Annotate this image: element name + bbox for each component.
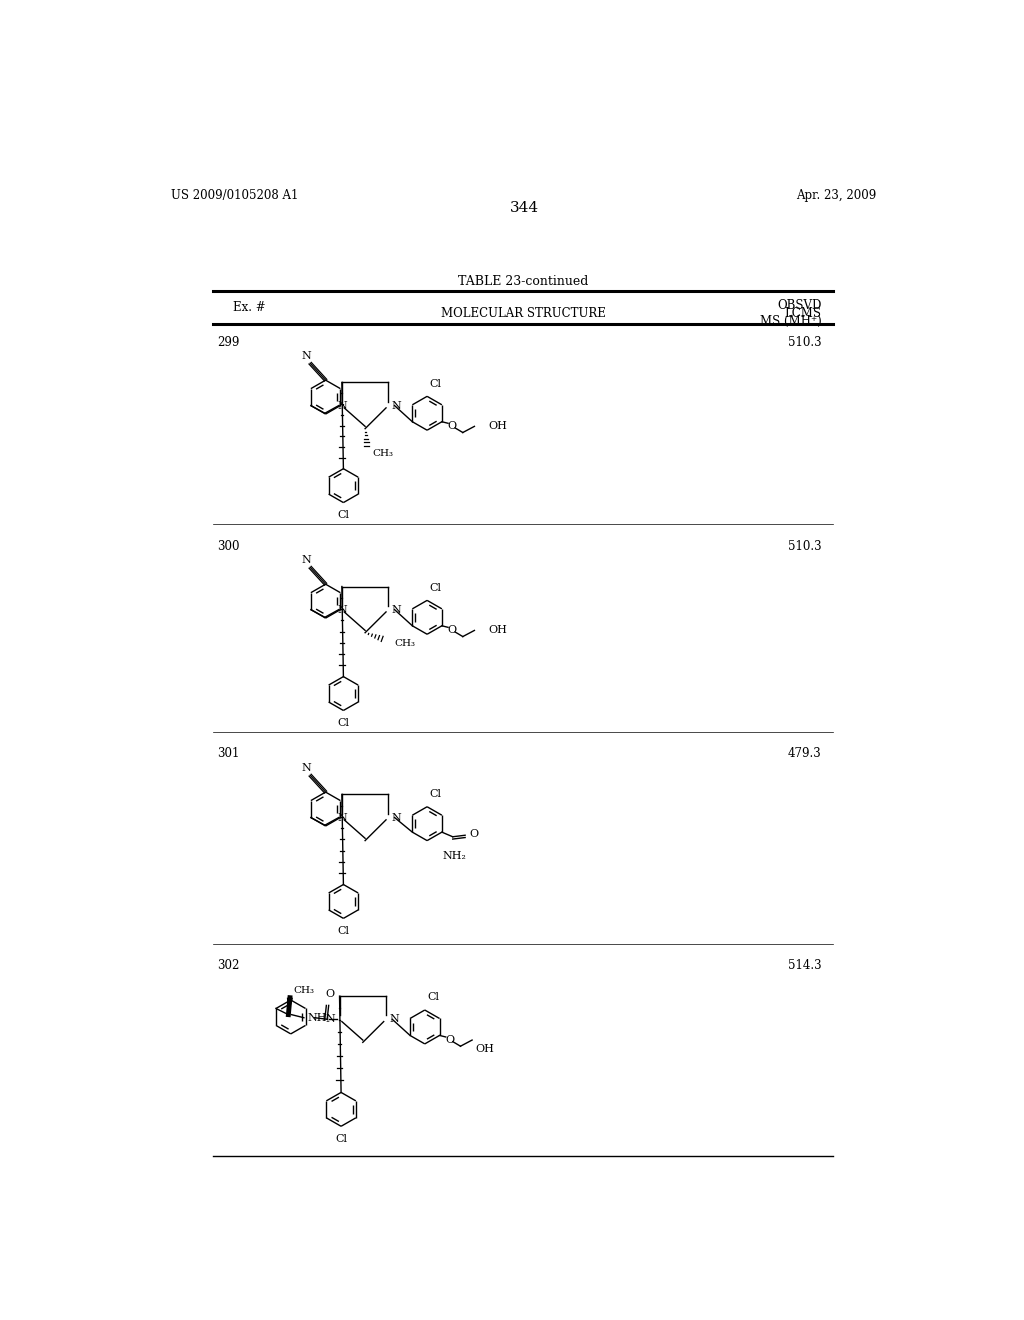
Text: Ex. #: Ex. #	[232, 301, 265, 314]
Text: N: N	[301, 351, 311, 362]
Text: CH₃: CH₃	[394, 639, 416, 648]
Text: 510.3: 510.3	[788, 540, 821, 553]
Text: 299: 299	[217, 335, 240, 348]
Text: Cl: Cl	[429, 379, 441, 388]
Text: Cl: Cl	[335, 1134, 347, 1144]
Text: Cl: Cl	[338, 927, 349, 936]
Text: N: N	[391, 605, 401, 615]
Text: Cl: Cl	[427, 993, 439, 1002]
Text: O: O	[447, 421, 457, 432]
Text: O: O	[447, 626, 457, 635]
Text: N: N	[391, 400, 401, 411]
Text: CH₃: CH₃	[293, 986, 314, 995]
Text: N: N	[391, 813, 401, 822]
Text: Cl: Cl	[338, 718, 349, 729]
Text: N: N	[337, 400, 347, 411]
Polygon shape	[287, 998, 293, 1015]
Text: OH: OH	[488, 421, 507, 432]
Text: Cl: Cl	[338, 511, 349, 520]
Text: 301: 301	[217, 747, 240, 760]
Text: NH: NH	[307, 1012, 327, 1023]
Text: MS (MH⁺): MS (MH⁺)	[760, 314, 821, 327]
Text: 510.3: 510.3	[788, 335, 821, 348]
Text: Cl: Cl	[429, 582, 441, 593]
Text: OBSVD: OBSVD	[777, 300, 821, 313]
Text: 514.3: 514.3	[788, 960, 821, 973]
Text: TABLE 23-continued: TABLE 23-continued	[458, 275, 589, 288]
Text: N: N	[389, 1014, 399, 1024]
Text: MOLECULAR STRUCTURE: MOLECULAR STRUCTURE	[440, 308, 605, 319]
Text: N: N	[326, 1014, 336, 1024]
Text: N: N	[301, 763, 311, 774]
Text: 302: 302	[217, 960, 240, 973]
Text: O: O	[326, 989, 335, 999]
Text: N: N	[337, 813, 347, 822]
Text: O: O	[470, 829, 479, 840]
Text: OH: OH	[488, 626, 507, 635]
Text: N: N	[337, 605, 347, 615]
Text: CH₃: CH₃	[373, 449, 394, 458]
Text: 344: 344	[510, 202, 540, 215]
Text: US 2009/0105208 A1: US 2009/0105208 A1	[171, 189, 298, 202]
Text: LCMS: LCMS	[784, 308, 821, 319]
Text: Apr. 23, 2009: Apr. 23, 2009	[796, 189, 876, 202]
Text: Cl: Cl	[429, 789, 441, 799]
Text: NH₂: NH₂	[442, 850, 466, 861]
Text: 479.3: 479.3	[787, 747, 821, 760]
Text: OH: OH	[475, 1044, 494, 1055]
Text: 300: 300	[217, 540, 240, 553]
Text: N: N	[301, 556, 311, 565]
Text: O: O	[445, 1035, 455, 1045]
